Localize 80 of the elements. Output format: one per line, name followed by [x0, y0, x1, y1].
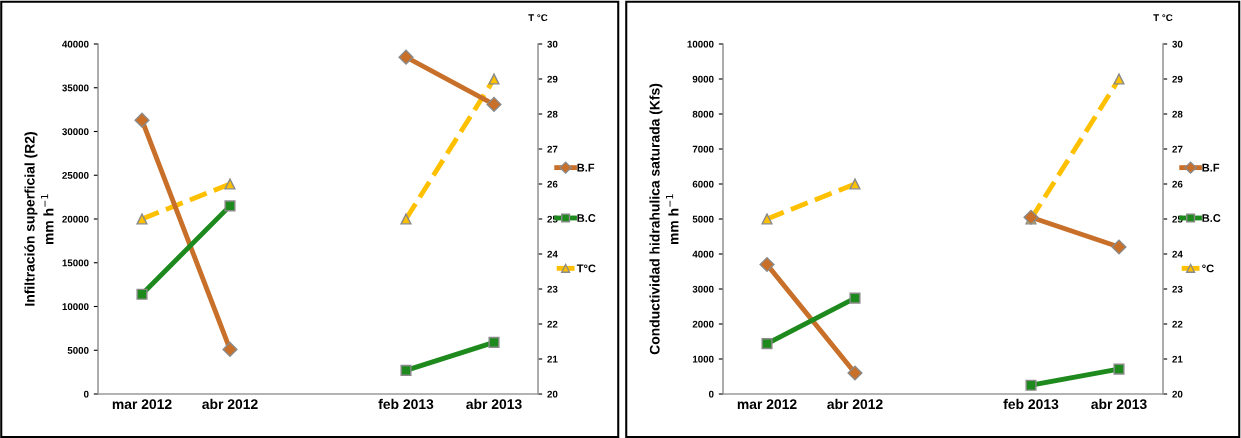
point [488, 336, 500, 348]
x-tick-label: mar 2012 [737, 399, 797, 410]
y2-tick-label: 20 [547, 390, 558, 398]
x-tick-label: mar 2012 [112, 399, 172, 410]
point [136, 288, 148, 300]
y2-tick-label: 21 [547, 355, 558, 363]
point [847, 365, 863, 381]
y2-tick-label: 24 [1172, 250, 1183, 258]
x-tick-label: abr 2012 [827, 398, 883, 410]
point [398, 49, 414, 65]
point [849, 292, 861, 304]
y-axis-title: Infiltración superficial (R2) mm h$^{−1}$ [24, 132, 54, 306]
y2-tick-label: 27 [1172, 145, 1183, 153]
y-tick-label: 3000 [692, 285, 714, 293]
point [1111, 239, 1127, 255]
y-tick-label: 10000 [687, 40, 714, 48]
y2-tick-label: 22 [547, 320, 558, 328]
y-tick-label: 40000 [62, 40, 89, 48]
y-tick-label: 0 [83, 390, 89, 398]
legend-label: B.C [577, 214, 596, 222]
y2-tick-label: 27 [547, 145, 558, 153]
y2-tick-label: 26 [1172, 180, 1183, 188]
point [486, 96, 502, 112]
point [1025, 379, 1037, 391]
x-tick-label: abr 2013 [1091, 398, 1147, 410]
x-tick-label: abr 2013 [466, 398, 522, 410]
y2-tick-label: 20 [1172, 390, 1183, 398]
legend-label: B.F [1202, 163, 1220, 172]
y-tick-label: 7000 [692, 145, 714, 153]
y2-axis-title: T °C [528, 14, 548, 22]
y-tick-label: 5000 [692, 215, 714, 223]
y-tick-label: 0 [708, 390, 714, 398]
y2-tick-label: 22 [1172, 320, 1183, 328]
legend-label: B.F [577, 163, 595, 172]
point [400, 213, 412, 225]
y2-tick-label: 29 [547, 75, 558, 83]
y-tick-label: 20000 [62, 215, 89, 223]
point [1113, 73, 1125, 85]
y2-tick-label: 30 [547, 40, 558, 48]
point [761, 338, 773, 350]
point [761, 213, 773, 225]
y-tick-label: 9000 [692, 75, 714, 83]
x-tick-label: feb 2013 [378, 398, 434, 410]
y2-tick-label: 21 [1172, 355, 1183, 363]
y2-tick-label: 23 [1172, 285, 1183, 293]
y-tick-label: 35000 [62, 84, 89, 92]
point [134, 112, 150, 128]
y-axis-title: Conductividad hidrahulica saturada (Kfs) mm h$^{−1}$ [649, 83, 679, 355]
y-tick-label: 8000 [692, 110, 714, 118]
point [224, 178, 236, 190]
point [849, 178, 861, 190]
x-tick-label: abr 2012 [202, 398, 258, 410]
legend-label: °C [1202, 264, 1214, 273]
y2-tick-label: 23 [547, 285, 558, 293]
y2-tick-label: 30 [1172, 40, 1183, 48]
y2-tick-label: 29 [1172, 75, 1183, 83]
y-tick-label: 15000 [62, 259, 89, 267]
y-tick-label: 2000 [692, 320, 714, 328]
point [136, 213, 148, 225]
point [488, 73, 500, 85]
legend-label: T°C [576, 264, 596, 273]
y-tick-label: 10000 [62, 303, 89, 311]
y-tick-label: 1000 [692, 355, 714, 363]
y2-tick-label: 28 [547, 110, 558, 118]
point [759, 256, 775, 273]
y2-tick-label: 28 [1172, 110, 1183, 118]
y-tick-label: 30000 [62, 128, 89, 136]
y2-tick-label: 24 [547, 250, 558, 258]
y-tick-label: 4000 [692, 250, 714, 258]
x-tick-label: feb 2013 [1003, 398, 1059, 410]
y-tick-label: 6000 [692, 180, 714, 188]
point [1113, 363, 1125, 375]
y-tick-label: 25000 [62, 171, 89, 179]
y2-axis-title: T °C [1153, 14, 1173, 22]
point [222, 341, 238, 357]
y-tick-label: 5000 [67, 346, 89, 354]
point [224, 200, 236, 212]
y2-tick-label: 26 [547, 180, 558, 188]
legend-label: B.C [1202, 214, 1221, 222]
point [400, 364, 412, 376]
